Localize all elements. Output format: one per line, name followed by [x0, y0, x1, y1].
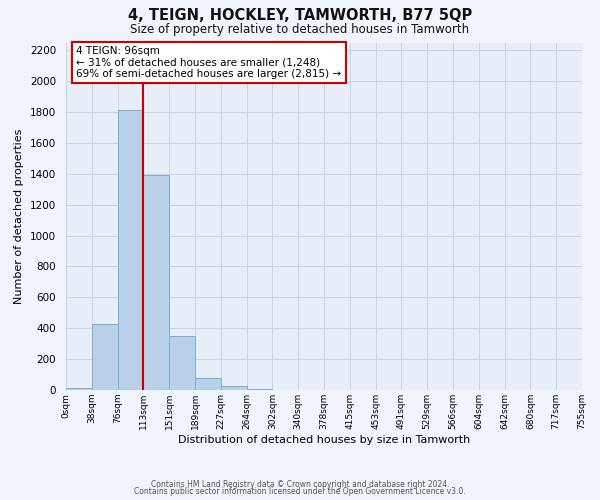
Bar: [195, 378, 221, 390]
Bar: [92, 324, 118, 390]
Text: Contains public sector information licensed under the Open Government Licence v3: Contains public sector information licen…: [134, 488, 466, 496]
X-axis label: Distribution of detached houses by size in Tamworth: Distribution of detached houses by size …: [178, 434, 470, 444]
Text: Size of property relative to detached houses in Tamworth: Size of property relative to detached ho…: [130, 22, 470, 36]
Bar: [221, 386, 247, 390]
Bar: [247, 389, 272, 390]
Text: 4 TEIGN: 96sqm
← 31% of detached houses are smaller (1,248)
69% of semi-detached: 4 TEIGN: 96sqm ← 31% of detached houses …: [76, 46, 341, 79]
Text: 4, TEIGN, HOCKLEY, TAMWORTH, B77 5QP: 4, TEIGN, HOCKLEY, TAMWORTH, B77 5QP: [128, 8, 472, 22]
Y-axis label: Number of detached properties: Number of detached properties: [14, 128, 25, 304]
Bar: [169, 336, 195, 390]
Bar: [66, 388, 92, 390]
Text: Contains HM Land Registry data © Crown copyright and database right 2024.: Contains HM Land Registry data © Crown c…: [151, 480, 449, 489]
Bar: [118, 110, 143, 390]
Bar: [143, 176, 169, 390]
